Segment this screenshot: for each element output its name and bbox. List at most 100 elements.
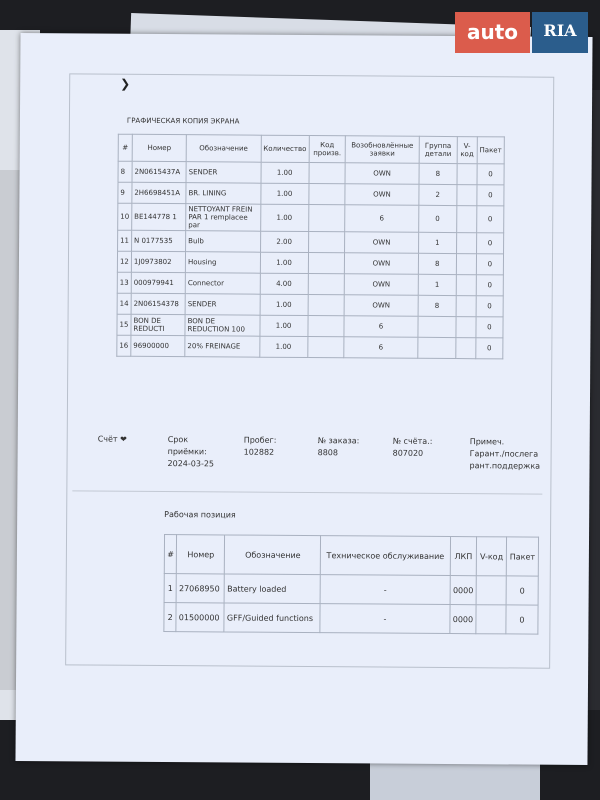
table-cell: 2N06154378 <box>131 293 186 315</box>
table-cell: 0000 <box>449 604 477 634</box>
column-header: Обозначение <box>224 534 321 575</box>
table-cell: 000979941 <box>131 272 186 294</box>
parts-table: # Номер Обозначение Количество Код произв. Во… <box>116 134 505 360</box>
table-cell: 1.00 <box>259 336 308 358</box>
table-cell <box>476 575 507 605</box>
table-cell: 0 <box>418 205 457 233</box>
column-header: Количество <box>260 135 309 163</box>
table-cell: 0 <box>476 274 504 296</box>
table-cell: 0 <box>476 163 505 185</box>
table-cell <box>308 162 346 184</box>
logo-ria: RIA <box>532 12 588 53</box>
table-cell: 20% FREINAGE <box>184 335 260 358</box>
table-cell: 0 <box>505 604 539 635</box>
table-cell <box>456 205 477 233</box>
table-cell: 6 <box>344 315 418 338</box>
table-cell: N 0177535 <box>131 230 186 252</box>
table-cell: OWN <box>344 252 419 275</box>
table-cell: - <box>320 603 450 634</box>
column-header: Номер <box>176 534 226 574</box>
table-cell <box>308 183 346 205</box>
table-row: 11 N 0177535 Bulb 2.00 OWN 1 0 <box>117 230 504 254</box>
table-cell: 15 <box>116 314 132 336</box>
table-row: 2 01500000 GFF/Guided functions -0000 0 <box>163 602 539 635</box>
table-cell: Connector <box>185 272 260 295</box>
table-cell: 4.00 <box>259 273 309 295</box>
table-cell: 9 <box>117 182 132 204</box>
table-cell: 8 <box>418 163 457 185</box>
table-cell: 6 <box>344 204 419 233</box>
table-cell: 0 <box>476 253 504 275</box>
table-row: 14 2N06154378 SENDER 1.00 OWN 8 0 <box>117 293 504 317</box>
order-info: № заказа: 8808 <box>317 436 360 458</box>
table-cell <box>455 316 476 338</box>
background-object <box>370 760 540 800</box>
table-row: 15 BON DE REDUCTI BON DE REDUCTION 100 1.00… <box>116 314 504 338</box>
table-cell: SENDER <box>185 293 260 316</box>
table-cell: 1.00 <box>260 162 309 184</box>
table-cell: OWN <box>344 294 418 317</box>
table-cell <box>307 273 345 295</box>
table-cell: 2 <box>418 184 457 206</box>
table-cell: 1 <box>164 573 177 603</box>
column-header: V-код <box>456 136 478 164</box>
table-cell: 1.00 <box>260 204 309 232</box>
table-cell: 1 <box>417 274 457 296</box>
table-cell: - <box>320 574 450 605</box>
column-header: Код произв. <box>308 135 346 163</box>
table-cell: BR. LINING <box>185 182 261 205</box>
logo-auto: auto <box>455 12 530 53</box>
table-cell <box>307 315 345 337</box>
table-cell: BON DE REDUCTION 100 <box>185 314 260 337</box>
table-row: 10 BE144778 1 NETTOYANT FREIN PAR 1 rempla… <box>117 203 504 233</box>
table-cell: 11 <box>117 230 132 252</box>
table-cell: Housing <box>185 251 261 274</box>
table-cell: 27068950 <box>176 573 225 603</box>
table-cell: 0 <box>476 205 504 233</box>
column-header: ЛКП <box>449 536 477 576</box>
work-position-title: Рабочая позиция <box>164 510 236 520</box>
table-row: 13 000979941 Connector 4.00 OWN 1 0 <box>117 272 504 296</box>
table-cell: 1.00 <box>259 252 309 274</box>
table-cell: SENDER <box>186 161 261 184</box>
table-cell: 0 <box>475 295 504 317</box>
table-cell <box>307 336 345 358</box>
table-cell <box>417 337 456 359</box>
table-cell: 2H6698451A <box>131 182 187 204</box>
chevron-down-icon: ❤ <box>120 434 127 444</box>
table-cell <box>417 316 456 338</box>
table-row: 8 2N0615437A SENDER 1.00 OWN 8 0 <box>118 161 505 185</box>
table-cell: BE144778 1 <box>131 203 186 231</box>
table-row: 12 1J0973802 Housing 1.00 OWN 8 0 <box>117 251 504 275</box>
table-cell <box>456 253 477 275</box>
mileage-info: Пробег: 102882 <box>243 435 277 457</box>
table-cell: 2 <box>163 602 177 632</box>
table-cell: 0000 <box>449 575 477 605</box>
table-cell: 0 <box>506 575 539 606</box>
table-cell: 2.00 <box>260 231 309 253</box>
column-header: # <box>164 534 177 574</box>
autoria-logo: auto RIA <box>455 12 588 53</box>
table-cell: 1.00 <box>259 315 308 337</box>
table-cell <box>476 604 507 634</box>
table-cell <box>307 294 345 316</box>
table-cell: 1.00 <box>259 294 308 316</box>
table-cell: 14 <box>117 293 132 315</box>
invoice-label: Счёт ❤ <box>97 434 127 444</box>
column-header: Группа детали <box>418 136 458 164</box>
note-info: Примеч. Гарант./послегарант.поддержка <box>469 437 541 471</box>
table-cell: BON DE REDUCTI <box>130 314 186 336</box>
table-cell: 01500000 <box>176 602 225 632</box>
table-row: 9 2H6698451A BR. LINING 1.00 OWN 2 0 <box>117 182 504 206</box>
table-cell <box>456 163 477 185</box>
table-cell: 1J0973802 <box>131 251 186 273</box>
table-cell: 8 <box>418 253 457 275</box>
table-cell: 1 <box>418 232 457 254</box>
table-cell <box>456 274 477 296</box>
column-header: Техническое обслуживание <box>320 535 451 576</box>
table-cell: 16 <box>116 335 131 357</box>
table-cell <box>308 252 345 274</box>
table-row: 1 27068950 Battery loaded -0000 0 <box>164 573 539 606</box>
table-cell: GFF/Guided functions <box>224 602 321 633</box>
table-cell: 0 <box>475 316 504 338</box>
